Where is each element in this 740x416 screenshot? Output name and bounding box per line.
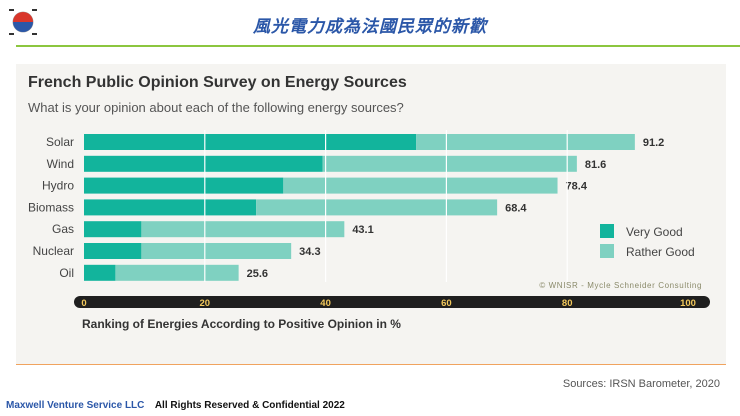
bar-hydro-very-good bbox=[84, 177, 284, 194]
category-label: Hydro bbox=[42, 179, 74, 193]
bar-gas-very-good bbox=[84, 221, 142, 238]
total-label: 81.6 bbox=[585, 159, 606, 171]
category-label: Oil bbox=[59, 266, 74, 280]
x-axis bbox=[74, 296, 710, 308]
slide-title: 風光電力成為法國民眾的新歡 bbox=[253, 17, 487, 37]
bottom-divider bbox=[16, 364, 726, 365]
total-label: 34.3 bbox=[299, 246, 320, 258]
total-label: 43.1 bbox=[352, 224, 373, 236]
total-label: 91.2 bbox=[643, 137, 664, 149]
category-label: Wind bbox=[47, 157, 74, 171]
bar-oil-very-good bbox=[84, 264, 116, 281]
category-label: Gas bbox=[52, 222, 74, 236]
chart-title: French Public Opinion Survey on Energy S… bbox=[28, 74, 407, 91]
bar-hydro-rather-good bbox=[283, 177, 558, 194]
bar-biomass-very-good bbox=[84, 199, 257, 216]
total-label: 25.6 bbox=[247, 268, 268, 280]
legend-swatch bbox=[600, 244, 614, 258]
x-tick-label: 40 bbox=[320, 298, 331, 309]
footer-company: Maxwell Venture Service LLC bbox=[6, 400, 145, 411]
stacked-bar-chart: Solar 91.2 Wind 81.6 Hydro 78.4 Biomass 68.4 Gas… bbox=[28, 130, 710, 331]
category-label: Biomass bbox=[28, 200, 74, 214]
category-label: Solar bbox=[46, 135, 74, 149]
x-axis-label: Ranking of Energies According to Positiv… bbox=[82, 317, 401, 331]
bar-wind-rather-good bbox=[322, 155, 577, 172]
bar-solar-very-good bbox=[84, 134, 417, 150]
chart-subtitle: What is your opinion about each of the f… bbox=[28, 100, 404, 115]
x-tick-label: 80 bbox=[562, 298, 573, 309]
bar-oil-rather-good bbox=[115, 264, 239, 281]
bar-nuclear-very-good bbox=[84, 243, 142, 259]
legend-label: Rather Good bbox=[626, 245, 695, 259]
bar-biomass-rather-good bbox=[256, 199, 498, 216]
chart-panel: French Public Opinion Survey on Energy S… bbox=[16, 64, 726, 364]
legend-swatch bbox=[600, 224, 614, 238]
total-label: 78.4 bbox=[566, 181, 588, 193]
x-tick-label: 20 bbox=[200, 298, 211, 309]
chart-credit: © WNISR - Mycle Schneider Consulting bbox=[539, 281, 702, 290]
bar-wind-very-good bbox=[84, 155, 323, 172]
total-label: 68.4 bbox=[505, 202, 527, 214]
x-tick-label: 0 bbox=[81, 298, 86, 309]
title-divider bbox=[16, 45, 740, 47]
footer-rights: All Rights Reserved & Confidential 2022 bbox=[154, 400, 345, 411]
x-tick-label: 100 bbox=[680, 298, 696, 309]
bar-nuclear-rather-good bbox=[141, 243, 292, 259]
bar-solar-rather-good bbox=[416, 134, 635, 150]
source-note: Sources: IRSN Barometer, 2020 bbox=[562, 378, 720, 390]
legend-label: Very Good bbox=[626, 225, 683, 239]
category-label: Nuclear bbox=[33, 244, 74, 258]
footer: Maxwell Venture Service LLC All Rights R… bbox=[6, 400, 345, 411]
company-logo bbox=[8, 6, 38, 38]
x-tick-label: 60 bbox=[441, 298, 452, 309]
bar-gas-rather-good bbox=[141, 221, 345, 238]
